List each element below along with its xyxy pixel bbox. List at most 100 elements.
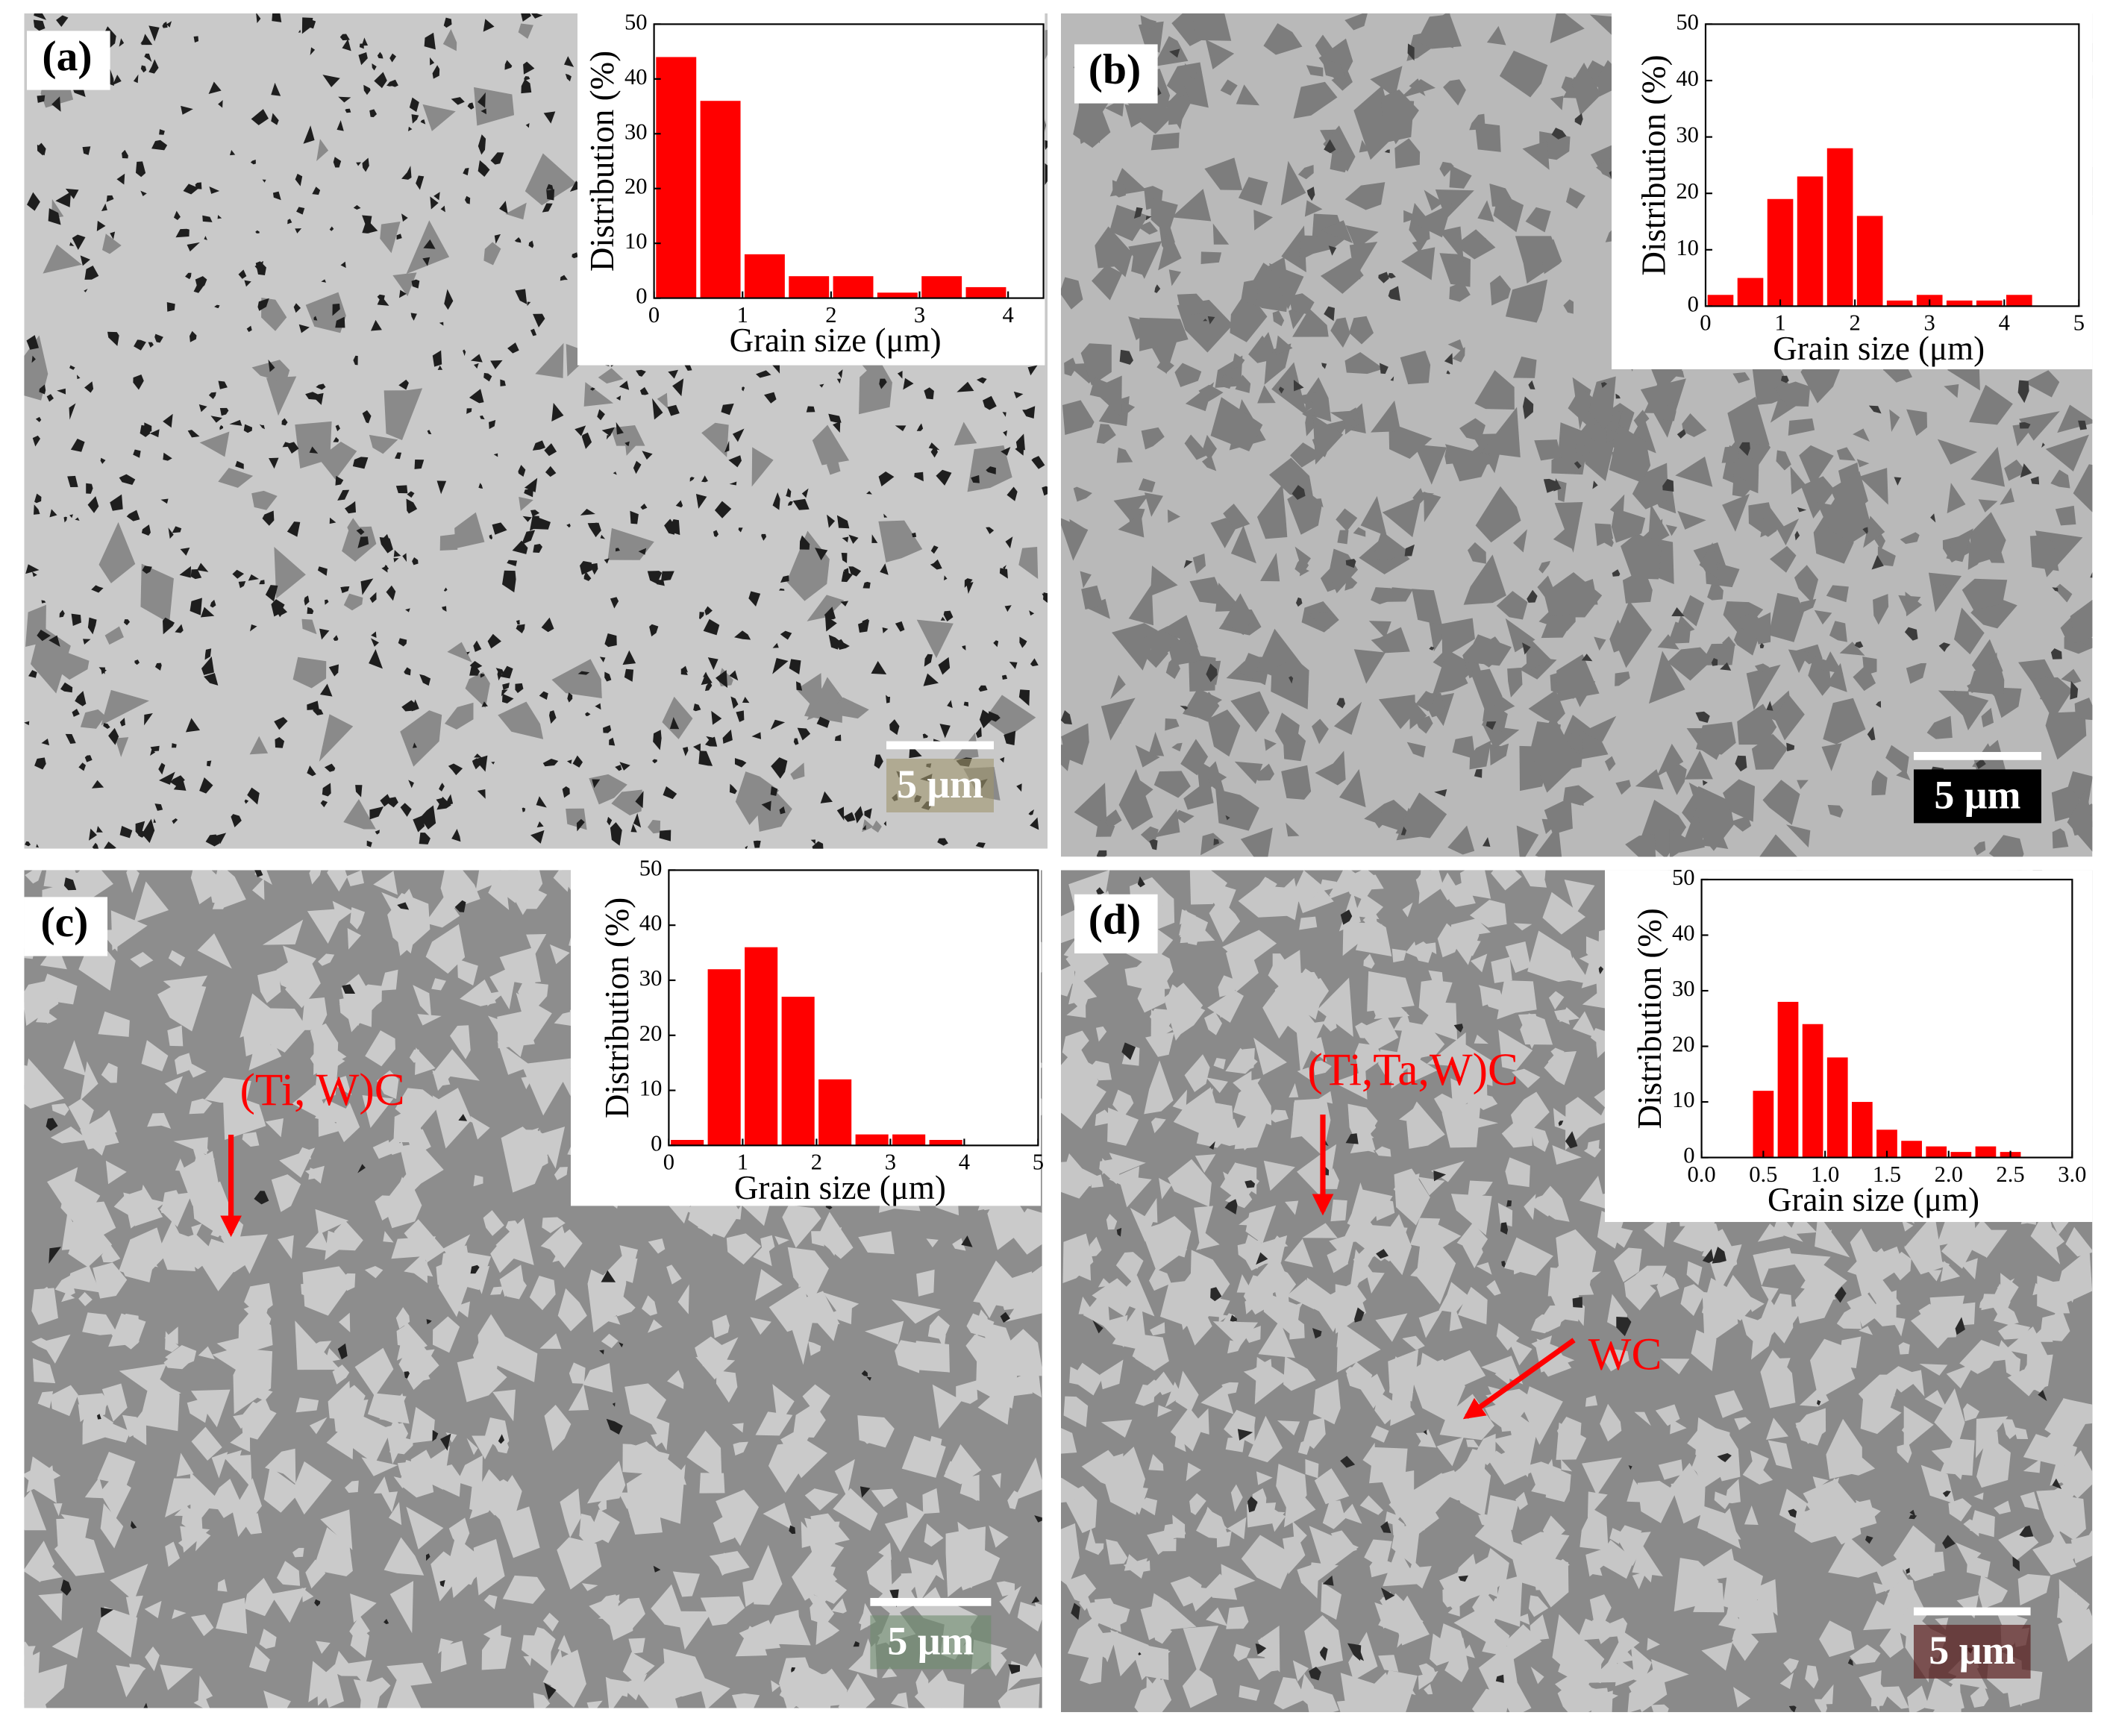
grain (1583, 1144, 1602, 1158)
grain (862, 581, 871, 589)
grain (1866, 1277, 1901, 1309)
grain (519, 496, 533, 511)
grain (1850, 1644, 1881, 1665)
grain (251, 490, 278, 510)
grain (799, 535, 810, 550)
grain (1089, 1060, 1112, 1081)
grain (235, 460, 244, 469)
grain (160, 1192, 192, 1227)
grain (1786, 742, 1795, 752)
bar (700, 101, 741, 298)
grain (521, 79, 532, 94)
grain (25, 841, 31, 847)
grain (1788, 1705, 1797, 1712)
grain (278, 1235, 294, 1259)
grain (32, 435, 41, 447)
grain (1391, 1066, 1404, 1089)
grain (883, 513, 888, 518)
grain (1271, 362, 1307, 416)
grain (699, 612, 704, 620)
grain (473, 640, 482, 652)
grain (560, 275, 568, 281)
grain (1150, 565, 1178, 596)
grain (1189, 1493, 1206, 1515)
grain (204, 648, 212, 660)
grain (1538, 560, 1550, 574)
grain (1106, 1539, 1128, 1565)
grain (1548, 991, 1565, 1010)
grain (76, 375, 81, 380)
grain (432, 65, 440, 79)
grain (704, 606, 713, 615)
grain (1247, 1415, 1283, 1463)
grain (1572, 1297, 1582, 1308)
grain (1967, 659, 2005, 696)
grain (1898, 1342, 1910, 1355)
grain (1941, 1224, 1978, 1269)
grain (1565, 1097, 1609, 1150)
grain (1582, 1457, 1623, 1496)
grain (181, 105, 193, 115)
grain (257, 1389, 273, 1401)
grain (425, 1553, 431, 1561)
grain (474, 363, 479, 369)
grain (1821, 743, 1842, 771)
grain (287, 521, 301, 537)
grain (257, 969, 281, 1003)
grain (262, 179, 266, 183)
grain (1298, 235, 1319, 261)
grain (191, 1223, 202, 1239)
grain (305, 292, 346, 333)
grain (742, 697, 750, 704)
grain (612, 1597, 645, 1629)
grain (549, 944, 570, 965)
grain (1095, 820, 1115, 837)
grain (751, 447, 774, 487)
grain (536, 796, 547, 808)
grain (1268, 263, 1304, 310)
grain (1003, 430, 1007, 436)
grain (1067, 1617, 1105, 1661)
grain (848, 566, 862, 577)
grain (499, 201, 508, 214)
grain (134, 659, 140, 665)
grain (383, 388, 423, 441)
y-tick-label: 30 (624, 119, 648, 144)
grain (1115, 1252, 1144, 1284)
grain (912, 532, 917, 538)
grain (745, 845, 748, 849)
grain (388, 1502, 402, 1526)
grain (478, 1479, 522, 1531)
grain (187, 430, 200, 438)
grain (98, 1011, 130, 1037)
grain (1119, 349, 1134, 365)
grain (1175, 1370, 1199, 1412)
grain (1382, 495, 1422, 538)
grain (774, 1235, 789, 1245)
grain (1685, 751, 1713, 780)
grain (518, 465, 526, 477)
grain (1224, 1409, 1256, 1445)
grain (1242, 1326, 1261, 1343)
grain (1449, 256, 1460, 275)
grain (1235, 375, 1251, 393)
grain (807, 595, 845, 621)
grain (1600, 1403, 1622, 1442)
grain (1553, 1108, 1574, 1131)
grain (1424, 189, 1444, 211)
grain (1474, 370, 1515, 410)
grain (714, 501, 732, 518)
grain (542, 1612, 559, 1632)
grain (1476, 1262, 1492, 1275)
bar (1975, 1146, 1997, 1158)
grain (1591, 1690, 1613, 1712)
grain (67, 1265, 101, 1293)
grain (521, 885, 548, 909)
grain (1665, 524, 1677, 536)
grain (1924, 1676, 1964, 1712)
grain (135, 161, 146, 178)
grain (1315, 751, 1346, 786)
grain (1783, 1658, 1800, 1673)
bar (818, 1079, 852, 1146)
grain (1347, 1203, 1381, 1232)
